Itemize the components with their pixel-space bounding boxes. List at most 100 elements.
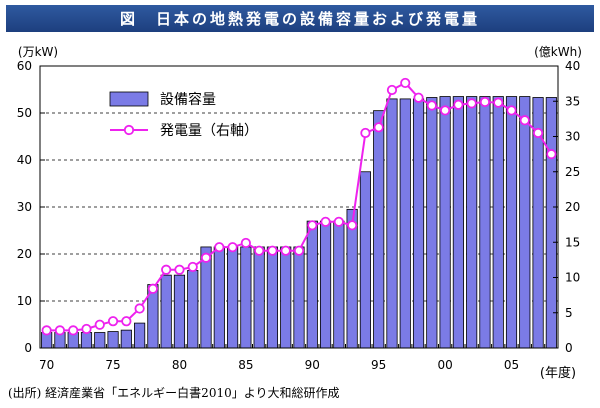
generation-point: [440, 105, 451, 116]
capacity-bar: [80, 332, 93, 349]
x-axis-tick-label: 90: [305, 358, 320, 372]
right-axis-tick-label: 40: [565, 59, 580, 73]
source-note: (出所) 経済産業省「エネルギー白書2010」より大和総研作成: [8, 386, 340, 400]
capacity-bar: [107, 331, 119, 349]
x-axis-tick-label: 05: [504, 358, 519, 372]
generation-point: [94, 319, 105, 330]
capacity-bar: [479, 96, 491, 349]
generation-point: [134, 303, 145, 314]
right-axis-tick-label: 0: [565, 341, 573, 355]
capacity-bar: [399, 98, 411, 349]
capacity-bar: [505, 96, 518, 349]
right-axis-tick-label: 10: [565, 271, 580, 285]
generation-point: [479, 96, 491, 108]
capacity-bar: [187, 270, 199, 349]
capacity-bar: [545, 97, 557, 349]
capacity-bar: [253, 246, 265, 349]
generation-point: [280, 245, 291, 256]
generation-point: [466, 98, 477, 109]
capacity-bar: [134, 322, 146, 349]
right-axis-tick-label: 20: [565, 200, 580, 214]
right-axis-tick-label: 25: [565, 165, 580, 179]
generation-point: [107, 316, 119, 327]
generation-point: [81, 323, 92, 335]
generation-point: [174, 264, 185, 275]
generation-point: [519, 115, 530, 126]
capacity-bar: [306, 220, 318, 349]
left-axis-tick-label: 20: [17, 247, 32, 261]
capacity-bar: [266, 246, 279, 349]
legend-label-generation: 発電量（右軸）: [160, 123, 258, 139]
legend-marker-generation: [123, 124, 135, 136]
legend-label-capacity: 設備容量: [160, 91, 216, 108]
generation-point: [161, 264, 172, 275]
capacity-bar: [319, 220, 332, 349]
bar-series-capacity: [41, 96, 557, 349]
capacity-bar: [373, 110, 385, 349]
chart-title: 図 日本の地熱発電の設備容量および発電量: [119, 10, 480, 28]
right-axis-tick-label: 30: [565, 130, 580, 144]
capacity-bar: [492, 96, 504, 349]
generation-point: [41, 325, 52, 336]
x-axis-tick-label: 80: [172, 358, 187, 372]
left-axis-tick-label: 50: [17, 106, 32, 120]
generation-point: [386, 84, 398, 96]
x-axis-tick-label: 00: [437, 358, 452, 372]
capacity-bar: [386, 98, 398, 349]
x-axis-unit: (年度): [540, 365, 576, 381]
generation-point: [187, 261, 198, 273]
generation-point: [413, 92, 424, 103]
right-axis-tick-label: 35: [565, 94, 580, 108]
generation-point: [333, 216, 344, 227]
generation-point: [400, 77, 411, 89]
generation-point: [347, 220, 358, 231]
x-axis-tick-label: 85: [238, 358, 253, 372]
generation-point: [214, 242, 225, 253]
capacity-bar: [452, 96, 464, 349]
right-axis-tick-label: 5: [565, 306, 573, 320]
capacity-bar: [227, 246, 239, 349]
left-axis-tick-label: 0: [24, 341, 32, 355]
capacity-bar: [173, 274, 186, 349]
generation-point: [147, 283, 158, 294]
generation-point: [373, 122, 384, 133]
generation-point: [493, 97, 504, 108]
generation-point: [68, 325, 79, 336]
capacity-bar: [466, 96, 478, 349]
generation-point: [307, 220, 318, 231]
left-axis-tick-label: 30: [17, 200, 32, 214]
generation-point: [200, 252, 212, 263]
chart-title-banner: 図 日本の地熱発電の設備容量および発電量: [6, 5, 594, 32]
capacity-bar: [519, 96, 531, 349]
capacity-bar: [293, 246, 305, 349]
generation-point: [320, 216, 331, 227]
generation-point: [546, 149, 557, 160]
capacity-bar: [240, 246, 252, 349]
generation-point: [360, 127, 371, 139]
right-axis-unit: (億kWh): [534, 45, 582, 59]
legend-swatch-capacity: [109, 91, 149, 107]
generation-point: [532, 127, 544, 139]
generation-point: [240, 237, 251, 249]
generation-point: [426, 100, 437, 111]
capacity-bar: [94, 332, 106, 349]
generation-point: [121, 316, 132, 327]
x-axis-tick-label: 95: [371, 358, 386, 372]
generation-point: [254, 245, 265, 256]
capacity-bar: [280, 246, 292, 349]
left-axis-tick-label: 40: [17, 153, 32, 167]
capacity-bar: [213, 246, 225, 349]
generation-point: [453, 99, 464, 110]
generation-point: [506, 105, 517, 116]
capacity-bar: [426, 97, 438, 349]
capacity-bar: [333, 220, 345, 349]
generation-point: [267, 245, 278, 256]
capacity-bar: [120, 329, 132, 349]
generation-point: [293, 245, 305, 256]
capacity-bar: [412, 98, 425, 349]
x-axis-tick-label: 70: [39, 358, 54, 372]
right-axis-tick-label: 15: [565, 235, 580, 249]
